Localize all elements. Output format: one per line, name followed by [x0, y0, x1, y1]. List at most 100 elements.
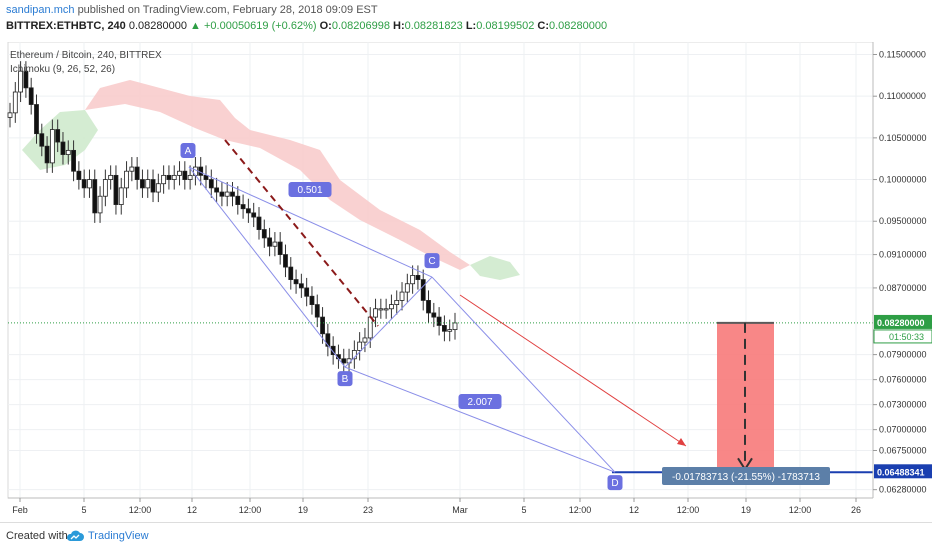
candle-body	[378, 308, 384, 311]
x-tick-label: 12:00	[677, 505, 700, 515]
candle-body	[76, 170, 82, 180]
candle-body	[309, 295, 315, 305]
y-tick-label: 0.09500000	[879, 216, 927, 226]
pattern-leg	[188, 166, 346, 368]
dashed-trendline	[224, 139, 379, 327]
candle-body	[39, 133, 45, 147]
x-tick-label: Mar	[452, 505, 468, 515]
candle-body	[272, 241, 278, 247]
candle-body	[415, 275, 421, 280]
low-value: 0.08199502	[476, 20, 535, 32]
candle-body	[134, 166, 140, 180]
candle-body	[28, 87, 34, 105]
candle-body	[171, 174, 177, 180]
pattern-leg	[188, 166, 433, 278]
x-tick-label: 5	[81, 505, 86, 515]
current-price-badge-bg	[874, 314, 932, 329]
candle-body	[12, 91, 18, 114]
candle-body	[18, 70, 23, 93]
low-label: L:	[465, 20, 477, 32]
candle-body	[113, 174, 119, 205]
publish-line: sandipan.mch published on TradingView.co…	[6, 4, 378, 16]
projection-arrow	[459, 294, 687, 447]
candle-body	[219, 191, 225, 197]
point-label-b: B	[342, 374, 349, 385]
candle-body	[341, 358, 347, 364]
candle-body	[245, 208, 251, 214]
author-link[interactable]: sandipan.mch	[6, 4, 75, 16]
x-tick-label: 19	[741, 505, 751, 515]
candle-body	[145, 179, 151, 189]
candle-body	[92, 179, 98, 214]
candle-body	[420, 279, 426, 301]
candle-body	[44, 145, 50, 164]
symbol-label: BITTREX:ETHBTC, 240	[6, 20, 126, 32]
candle-body	[320, 316, 325, 335]
candle-body	[108, 174, 114, 180]
price-chart[interactable]: A B C D 0.501 2.007 -0.01783713 (-21.55%) -178…	[0, 42, 932, 522]
measure-readout: -0.01783713 (-21.55%) -1783713	[672, 472, 820, 483]
candle-body	[230, 191, 235, 197]
close-value: 0.08280000	[549, 20, 608, 32]
y-tick-label: 0.10000000	[879, 175, 927, 185]
projection-arrowhead	[677, 438, 686, 446]
candle-body	[404, 283, 410, 293]
candle-body	[283, 254, 288, 268]
chart-grid	[7, 42, 874, 499]
time-axis[interactable]: Feb 5 12:00 12 12:00 19 23 Mar 5 12:00 12 12:00 19 12…	[8, 497, 873, 515]
timer-badge: 01:50:33	[889, 332, 924, 342]
candle-body	[277, 241, 283, 255]
ratio-label-bd: 2.007	[467, 397, 492, 408]
candle-body	[426, 300, 431, 314]
candle-body	[240, 204, 246, 210]
candle-body	[351, 350, 357, 360]
created-with-text: Created with	[6, 530, 68, 542]
candle-body	[140, 179, 145, 189]
candle-body	[87, 179, 92, 189]
close-label: C:	[537, 20, 549, 32]
point-label-d-bg	[607, 475, 623, 491]
candle-body	[65, 149, 71, 155]
candle-body	[129, 166, 135, 172]
candle-body	[314, 304, 320, 318]
tradingview-brand[interactable]: TradingView	[88, 530, 149, 542]
candles-layer	[7, 61, 458, 373]
candle-body	[166, 174, 172, 180]
candle-body	[442, 325, 447, 332]
legend-indicator[interactable]: Ichimoku (9, 26, 52, 26)	[10, 64, 115, 75]
cloud-bullish-future	[470, 256, 520, 280]
candle-body	[71, 149, 76, 172]
legend-title: Ethereum / Bitcoin, 240, BITTREX	[10, 50, 162, 61]
candle-body	[288, 266, 294, 280]
x-tick-label: 5	[521, 505, 526, 515]
y-tick-label: 0.10500000	[879, 133, 927, 143]
last-price: 0.08280000	[128, 20, 187, 32]
y-tick-label: 0.07000000	[879, 425, 927, 435]
ratio-label-bd-bg	[458, 394, 502, 409]
x-tick-label: 12:00	[239, 505, 262, 515]
candle-body	[187, 174, 193, 180]
candle-body	[373, 308, 378, 318]
y-tick-label: 0.11000000	[879, 91, 926, 101]
candle-body	[161, 174, 167, 185]
candle-body	[389, 304, 394, 310]
price-axis[interactable]: 0.11500000 0.11000000 0.10500000 0.10000000…	[872, 42, 932, 522]
candle-body	[256, 216, 262, 230]
candle-body	[325, 333, 331, 347]
pattern-leg	[344, 276, 433, 368]
y-tick-label: 0.06280000	[879, 485, 927, 495]
candle-body	[102, 179, 108, 197]
footer-bar: Created with TradingView	[0, 522, 932, 551]
tradingview-cloud-icon[interactable]	[66, 529, 84, 543]
candle-body	[436, 316, 442, 326]
candle-body	[208, 179, 214, 189]
high-label: H:	[393, 20, 405, 32]
x-tick-label: 12:00	[569, 505, 592, 515]
candle-body	[97, 195, 103, 214]
ratio-label-ac: 0.501	[297, 185, 322, 196]
x-tick-label: Feb	[12, 505, 28, 515]
open-value: 0.08206998	[331, 20, 390, 32]
candle-body	[118, 187, 124, 205]
candle-body	[203, 174, 209, 180]
y-tick-label: 0.07900000	[879, 350, 927, 360]
